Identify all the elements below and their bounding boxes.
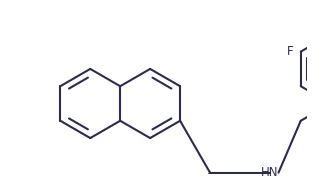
Text: F: F [287,45,293,58]
Text: HN: HN [261,166,279,179]
